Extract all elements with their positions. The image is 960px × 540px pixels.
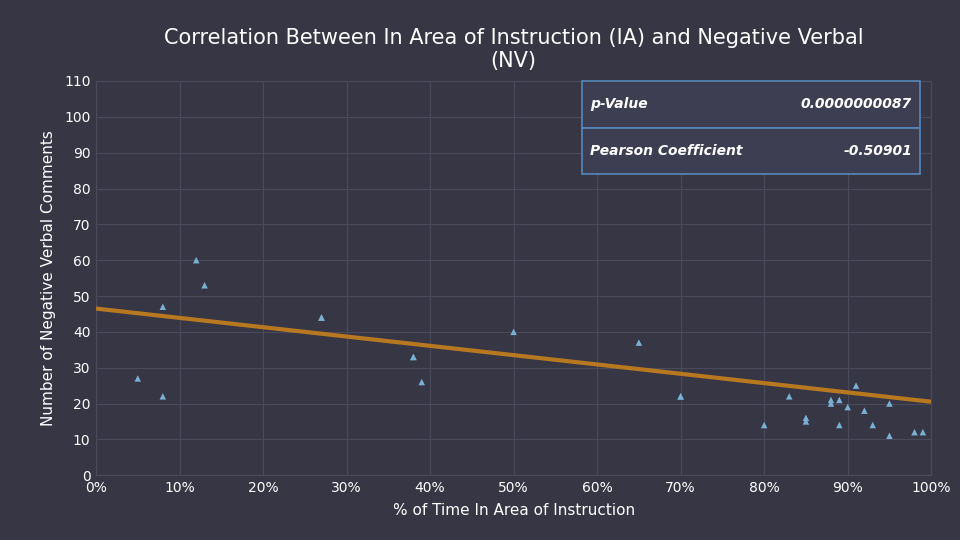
Point: [865, 421, 880, 429]
Point: [188, 256, 204, 265]
Y-axis label: Number of Negative Verbal Comments: Number of Negative Verbal Comments: [40, 130, 56, 426]
Text: Pearson Coefficient: Pearson Coefficient: [590, 144, 743, 158]
X-axis label: % of Time In Area of Instruction: % of Time In Area of Instruction: [393, 503, 635, 518]
Point: [781, 392, 797, 401]
Point: [673, 392, 688, 401]
Point: [831, 396, 847, 404]
FancyBboxPatch shape: [582, 81, 921, 127]
Point: [824, 399, 839, 408]
Point: [197, 281, 212, 289]
Point: [881, 431, 897, 440]
Point: [915, 428, 930, 436]
Point: [881, 399, 897, 408]
Point: [798, 417, 813, 426]
Point: [406, 353, 421, 361]
Point: [824, 396, 839, 404]
Point: [589, 112, 605, 121]
Text: p-Value: p-Value: [590, 97, 648, 111]
Point: [673, 392, 688, 401]
Point: [130, 374, 146, 383]
Point: [314, 313, 329, 322]
Point: [314, 313, 329, 322]
FancyBboxPatch shape: [582, 127, 921, 174]
Text: 0.0000000087: 0.0000000087: [801, 97, 912, 111]
Point: [756, 421, 772, 429]
Point: [856, 407, 872, 415]
Title: Correlation Between In Area of Instruction (IA) and Negative Verbal
(NV): Correlation Between In Area of Instructi…: [164, 28, 863, 71]
Point: [632, 338, 647, 347]
Text: -0.50901: -0.50901: [843, 144, 912, 158]
Point: [840, 403, 855, 411]
Point: [849, 381, 864, 390]
Point: [156, 302, 171, 311]
Point: [831, 421, 847, 429]
Point: [414, 377, 429, 386]
Point: [406, 353, 421, 361]
Point: [907, 428, 923, 436]
Point: [798, 414, 813, 422]
Point: [506, 328, 521, 336]
Point: [156, 392, 171, 401]
